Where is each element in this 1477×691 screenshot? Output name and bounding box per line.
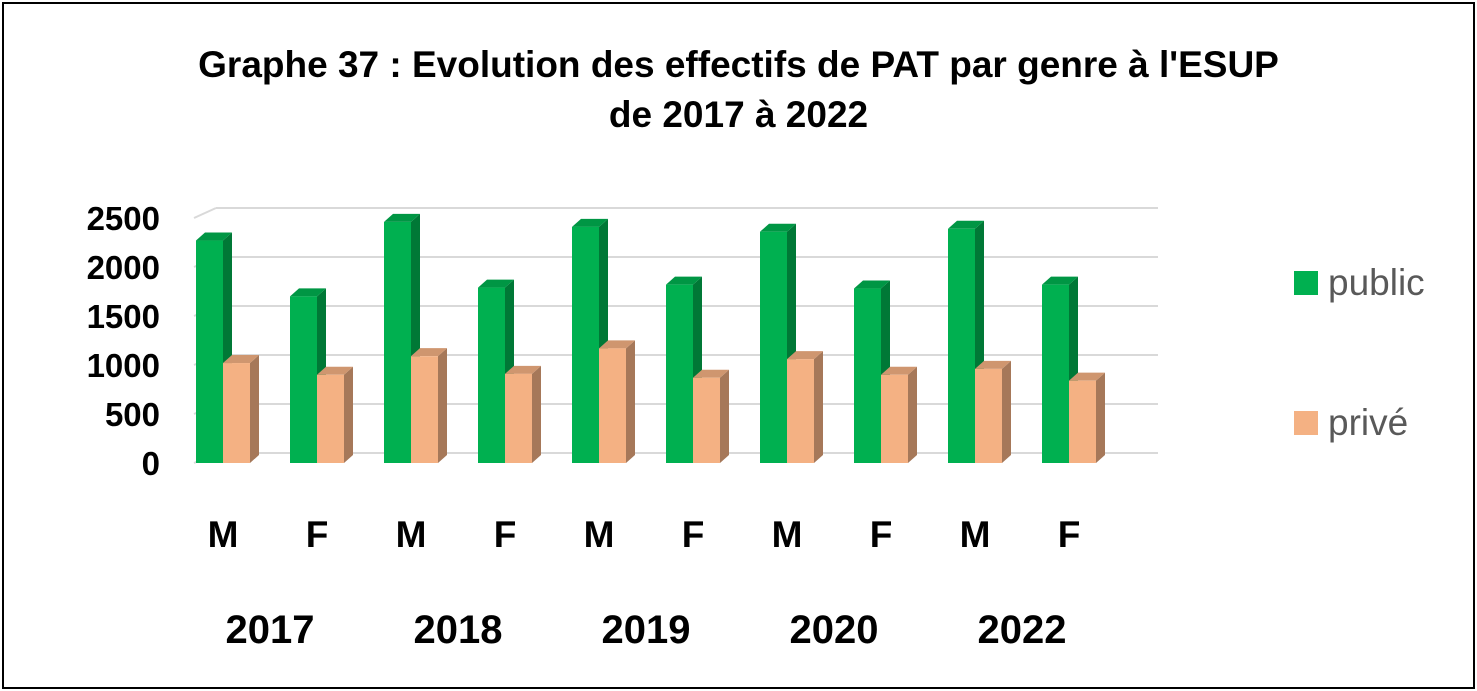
bar	[975, 368, 1002, 463]
bar-side	[344, 366, 353, 463]
bar	[948, 228, 975, 463]
bar-side	[908, 366, 917, 463]
bar	[854, 288, 881, 463]
bar	[223, 363, 250, 463]
bar-side	[626, 340, 635, 463]
bar-top	[760, 223, 796, 232]
x-group-label: 2019	[602, 608, 691, 652]
bar	[411, 356, 438, 463]
bar-top	[505, 365, 541, 374]
x-tick-label: M	[960, 514, 991, 555]
bar	[1042, 284, 1069, 463]
bar	[317, 374, 344, 463]
x-group-label: 2018	[414, 608, 503, 652]
x-group-label: 2022	[978, 608, 1067, 652]
bar	[196, 240, 223, 463]
bar-top	[384, 213, 420, 222]
chart-legend: public privé	[1294, 0, 1464, 691]
x-tick-label: M	[208, 514, 239, 555]
bar	[290, 296, 317, 463]
bar-top	[196, 232, 232, 241]
x-tick-label: F	[870, 514, 893, 555]
bar	[693, 377, 720, 463]
bar-side	[1002, 360, 1011, 463]
y-tick-label: 500	[105, 396, 160, 433]
bar-side	[814, 351, 823, 463]
x-tick-label: F	[682, 514, 705, 555]
y-tick-label: 1500	[87, 298, 160, 335]
legend-label-public: public	[1328, 262, 1425, 303]
x-tick-label: M	[584, 514, 615, 555]
bar-side	[720, 369, 729, 463]
bar-top	[881, 366, 917, 375]
chart-title: Graphe 37 : Evolution des effectifs de P…	[0, 40, 1477, 140]
bar-side	[532, 365, 541, 463]
bar	[666, 284, 693, 463]
bar-top	[223, 355, 259, 364]
bar-side	[250, 355, 259, 463]
legend-label-prive: privé	[1328, 402, 1409, 443]
bar-top	[854, 280, 890, 289]
bar	[572, 226, 599, 463]
bar	[478, 287, 505, 463]
x-tick-label: F	[1058, 514, 1081, 555]
bar-side	[438, 348, 447, 463]
legend-item-prive: privé	[1294, 402, 1408, 444]
bar-top	[1069, 372, 1105, 381]
gridline-perspective	[193, 207, 217, 219]
legend-swatch-public	[1294, 271, 1318, 295]
bar-top	[411, 348, 447, 357]
bar-top	[572, 218, 608, 227]
bar	[505, 373, 532, 463]
x-tick-label: M	[396, 514, 427, 555]
bar-top	[666, 276, 702, 285]
legend-swatch-prive	[1294, 411, 1318, 435]
bar-top	[1042, 276, 1078, 285]
y-tick-label: 1000	[87, 347, 160, 384]
bar-top	[599, 340, 635, 349]
chart-title-line-1: Graphe 37 : Evolution des effectifs de P…	[198, 44, 1279, 85]
x-group-label: 2020	[790, 608, 879, 652]
x-group-label: 2017	[226, 608, 315, 652]
bar	[384, 221, 411, 463]
chart-title-line-2: de 2017 à 2022	[608, 94, 869, 135]
bar-top	[787, 351, 823, 360]
bar	[760, 231, 787, 463]
x-tick-label: F	[494, 514, 517, 555]
legend-item-public: public	[1294, 262, 1425, 304]
bar-side	[1096, 372, 1105, 463]
bar-top	[693, 369, 729, 378]
y-tick-label: 0	[142, 445, 160, 482]
bar	[787, 359, 814, 463]
bar-top	[478, 279, 514, 288]
bar	[1069, 380, 1096, 463]
x-tick-label: F	[306, 514, 329, 555]
bar-top	[948, 220, 984, 229]
bar	[599, 348, 626, 463]
y-tick-label: 2500	[87, 200, 160, 237]
bar	[881, 374, 908, 463]
x-tick-label: M	[772, 514, 803, 555]
bar-top	[317, 366, 353, 375]
bar-top	[975, 360, 1011, 369]
bar-top	[290, 288, 326, 297]
y-tick-label: 2000	[87, 249, 160, 286]
